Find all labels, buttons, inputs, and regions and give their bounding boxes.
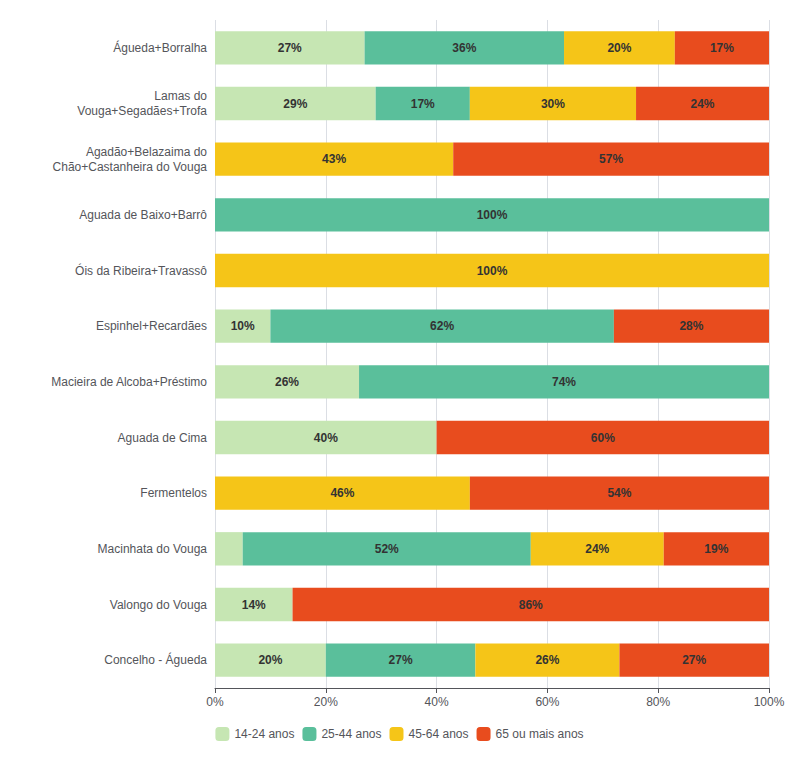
svg-text:100%: 100% [754,695,785,709]
svg-text:Valongo do Vouga: Valongo do Vouga [110,598,208,612]
svg-text:74%: 74% [552,375,576,389]
svg-text:Vouga+Segadães+Trofa: Vouga+Segadães+Trofa [77,104,207,118]
svg-text:100%: 100% [477,264,508,278]
svg-text:Espinhel+Recardães: Espinhel+Recardães [96,319,207,333]
svg-text:17%: 17% [710,41,734,55]
svg-text:60%: 60% [535,695,559,709]
svg-text:24%: 24% [585,542,609,556]
svg-text:Agadão+Belazaima do: Agadão+Belazaima do [86,145,207,159]
svg-text:57%: 57% [599,152,623,166]
svg-text:24%: 24% [691,97,715,111]
svg-text:19%: 19% [704,542,728,556]
svg-text:100%: 100% [477,208,508,222]
svg-text:30%: 30% [541,97,565,111]
svg-text:43%: 43% [322,152,346,166]
svg-text:Macinhata do Vouga: Macinhata do Vouga [98,542,208,556]
svg-text:26%: 26% [535,653,559,667]
svg-text:27%: 27% [389,653,413,667]
svg-text:52%: 52% [375,542,399,556]
svg-text:62%: 62% [430,319,454,333]
svg-text:0%: 0% [206,695,224,709]
svg-text:28%: 28% [679,319,703,333]
svg-text:40%: 40% [425,695,449,709]
svg-text:45-64 anos: 45-64 anos [408,727,468,741]
svg-text:14-24 anos: 14-24 anos [234,727,294,741]
svg-text:17%: 17% [411,97,435,111]
svg-text:29%: 29% [283,97,307,111]
svg-text:Fermentelos: Fermentelos [140,486,207,500]
svg-text:65 ou mais anos: 65 ou mais anos [496,727,584,741]
svg-text:86%: 86% [519,598,543,612]
svg-text:27%: 27% [278,41,302,55]
svg-text:25-44 anos: 25-44 anos [321,727,381,741]
svg-text:Aguada de Baixo+Barrô: Aguada de Baixo+Barrô [79,208,207,222]
svg-text:54%: 54% [607,486,631,500]
svg-text:Lamas do: Lamas do [154,89,207,103]
svg-text:14%: 14% [242,598,266,612]
svg-text:Concelho - Águeda: Concelho - Águeda [104,652,207,667]
svg-text:20%: 20% [314,695,338,709]
svg-text:40%: 40% [314,431,338,445]
svg-text:60%: 60% [591,431,615,445]
svg-text:26%: 26% [275,375,299,389]
svg-text:Macieira de Alcoba+Préstimo: Macieira de Alcoba+Préstimo [51,375,207,389]
svg-text:20%: 20% [607,41,631,55]
svg-text:Águeda+Borralha: Águeda+Borralha [113,40,207,55]
svg-text:10%: 10% [231,319,255,333]
svg-text:Óis da Ribeira+Travassô: Óis da Ribeira+Travassô [75,263,207,278]
svg-text:27%: 27% [682,653,706,667]
svg-text:Aguada de Cima: Aguada de Cima [118,431,208,445]
svg-text:80%: 80% [646,695,670,709]
svg-text:36%: 36% [452,41,476,55]
svg-text:46%: 46% [330,486,354,500]
svg-text:20%: 20% [258,653,282,667]
svg-text:Chão+Castanheira do Vouga: Chão+Castanheira do Vouga [53,160,208,174]
